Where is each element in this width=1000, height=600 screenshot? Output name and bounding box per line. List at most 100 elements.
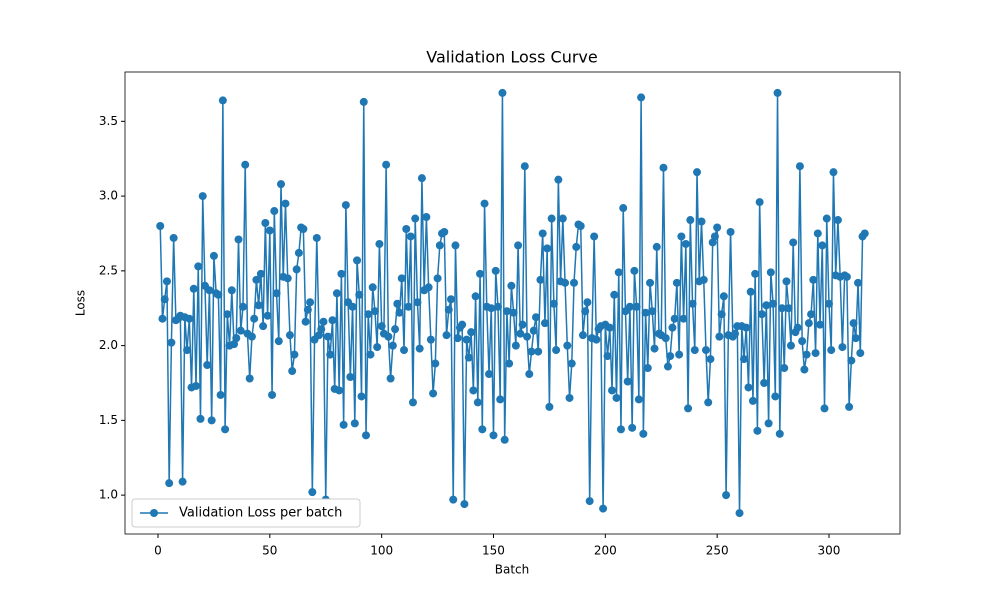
data-point bbox=[218, 96, 227, 105]
data-point bbox=[165, 479, 174, 488]
data-point bbox=[701, 346, 710, 355]
chart-title: Validation Loss Curve bbox=[426, 48, 597, 67]
data-point bbox=[203, 361, 212, 370]
data-point bbox=[523, 332, 532, 341]
data-point bbox=[775, 429, 784, 438]
data-point bbox=[802, 350, 811, 359]
data-point bbox=[473, 398, 482, 407]
data-point bbox=[570, 278, 579, 287]
data-point bbox=[769, 299, 778, 308]
data-point bbox=[413, 298, 422, 307]
data-point bbox=[742, 323, 751, 332]
data-point bbox=[845, 402, 854, 411]
data-point bbox=[435, 241, 444, 250]
data-point bbox=[370, 307, 379, 316]
data-point bbox=[221, 425, 230, 434]
data-point bbox=[549, 299, 558, 308]
data-point bbox=[355, 290, 364, 299]
data-point bbox=[786, 341, 795, 350]
data-point bbox=[713, 223, 722, 232]
data-point bbox=[485, 370, 494, 379]
data-point bbox=[422, 213, 431, 222]
data-point bbox=[643, 364, 652, 373]
data-point bbox=[670, 314, 679, 323]
data-point bbox=[386, 374, 395, 383]
data-point bbox=[744, 383, 753, 392]
y-tick-label: 3.5 bbox=[99, 114, 118, 128]
data-point bbox=[361, 431, 370, 440]
data-point bbox=[507, 281, 516, 290]
data-point bbox=[339, 420, 348, 429]
data-point bbox=[207, 416, 216, 425]
data-point bbox=[411, 214, 420, 223]
data-point bbox=[397, 274, 406, 283]
data-point bbox=[467, 328, 476, 337]
data-point bbox=[277, 180, 286, 189]
plot-frame bbox=[124, 71, 901, 535]
data-point bbox=[426, 335, 435, 344]
data-point bbox=[599, 504, 608, 513]
y-tick-label: 1.5 bbox=[99, 413, 118, 427]
data-point bbox=[162, 277, 171, 286]
data-point bbox=[359, 97, 368, 106]
data-point bbox=[283, 274, 292, 283]
legend-box bbox=[131, 498, 361, 528]
data-point bbox=[415, 344, 424, 353]
data-point bbox=[263, 311, 272, 320]
data-point bbox=[561, 278, 570, 287]
data-point bbox=[366, 350, 375, 359]
data-point bbox=[402, 224, 411, 233]
data-point bbox=[205, 286, 214, 295]
data-point bbox=[234, 235, 243, 244]
data-point bbox=[688, 299, 697, 308]
data-point bbox=[496, 395, 505, 404]
data-point bbox=[576, 222, 585, 230]
data-point bbox=[793, 323, 802, 332]
x-tick-label: 150 bbox=[482, 544, 505, 558]
data-point bbox=[717, 310, 726, 319]
data-point bbox=[238, 302, 247, 311]
data-point bbox=[545, 402, 554, 411]
data-point bbox=[476, 269, 485, 278]
data-point bbox=[697, 217, 706, 226]
data-point bbox=[565, 393, 574, 402]
data-point bbox=[395, 308, 404, 317]
data-point bbox=[677, 232, 686, 241]
data-point bbox=[274, 337, 283, 346]
data-point bbox=[288, 367, 297, 376]
data-point bbox=[827, 346, 836, 355]
legend-marker bbox=[150, 509, 158, 517]
data-point bbox=[800, 365, 809, 374]
data-point bbox=[771, 392, 780, 401]
data-point bbox=[303, 305, 312, 314]
data-point bbox=[498, 88, 507, 97]
data-point bbox=[547, 214, 556, 223]
data-point bbox=[509, 308, 518, 317]
data-point bbox=[789, 238, 798, 247]
data-point bbox=[634, 395, 643, 404]
data-point bbox=[487, 304, 496, 313]
data-point bbox=[648, 307, 657, 316]
data-point bbox=[323, 332, 332, 341]
x-axis-label: Batch bbox=[495, 563, 530, 577]
data-point bbox=[451, 241, 460, 250]
data-point bbox=[290, 350, 299, 359]
data-point bbox=[540, 319, 549, 328]
data-point bbox=[478, 425, 487, 434]
data-point bbox=[196, 414, 205, 423]
data-point bbox=[650, 344, 659, 353]
data-point bbox=[625, 302, 634, 311]
data-point bbox=[252, 275, 261, 284]
data-point bbox=[854, 278, 863, 287]
x-tick-label: 100 bbox=[370, 544, 393, 558]
data-point bbox=[704, 398, 713, 407]
data-point bbox=[384, 332, 393, 341]
data-point bbox=[605, 323, 614, 332]
data-point bbox=[681, 239, 690, 248]
data-point bbox=[460, 500, 469, 509]
data-point bbox=[458, 320, 467, 329]
data-point bbox=[816, 320, 825, 329]
data-point bbox=[722, 491, 731, 500]
data-point bbox=[261, 219, 270, 228]
legend-label: Validation Loss per batch bbox=[179, 506, 342, 521]
